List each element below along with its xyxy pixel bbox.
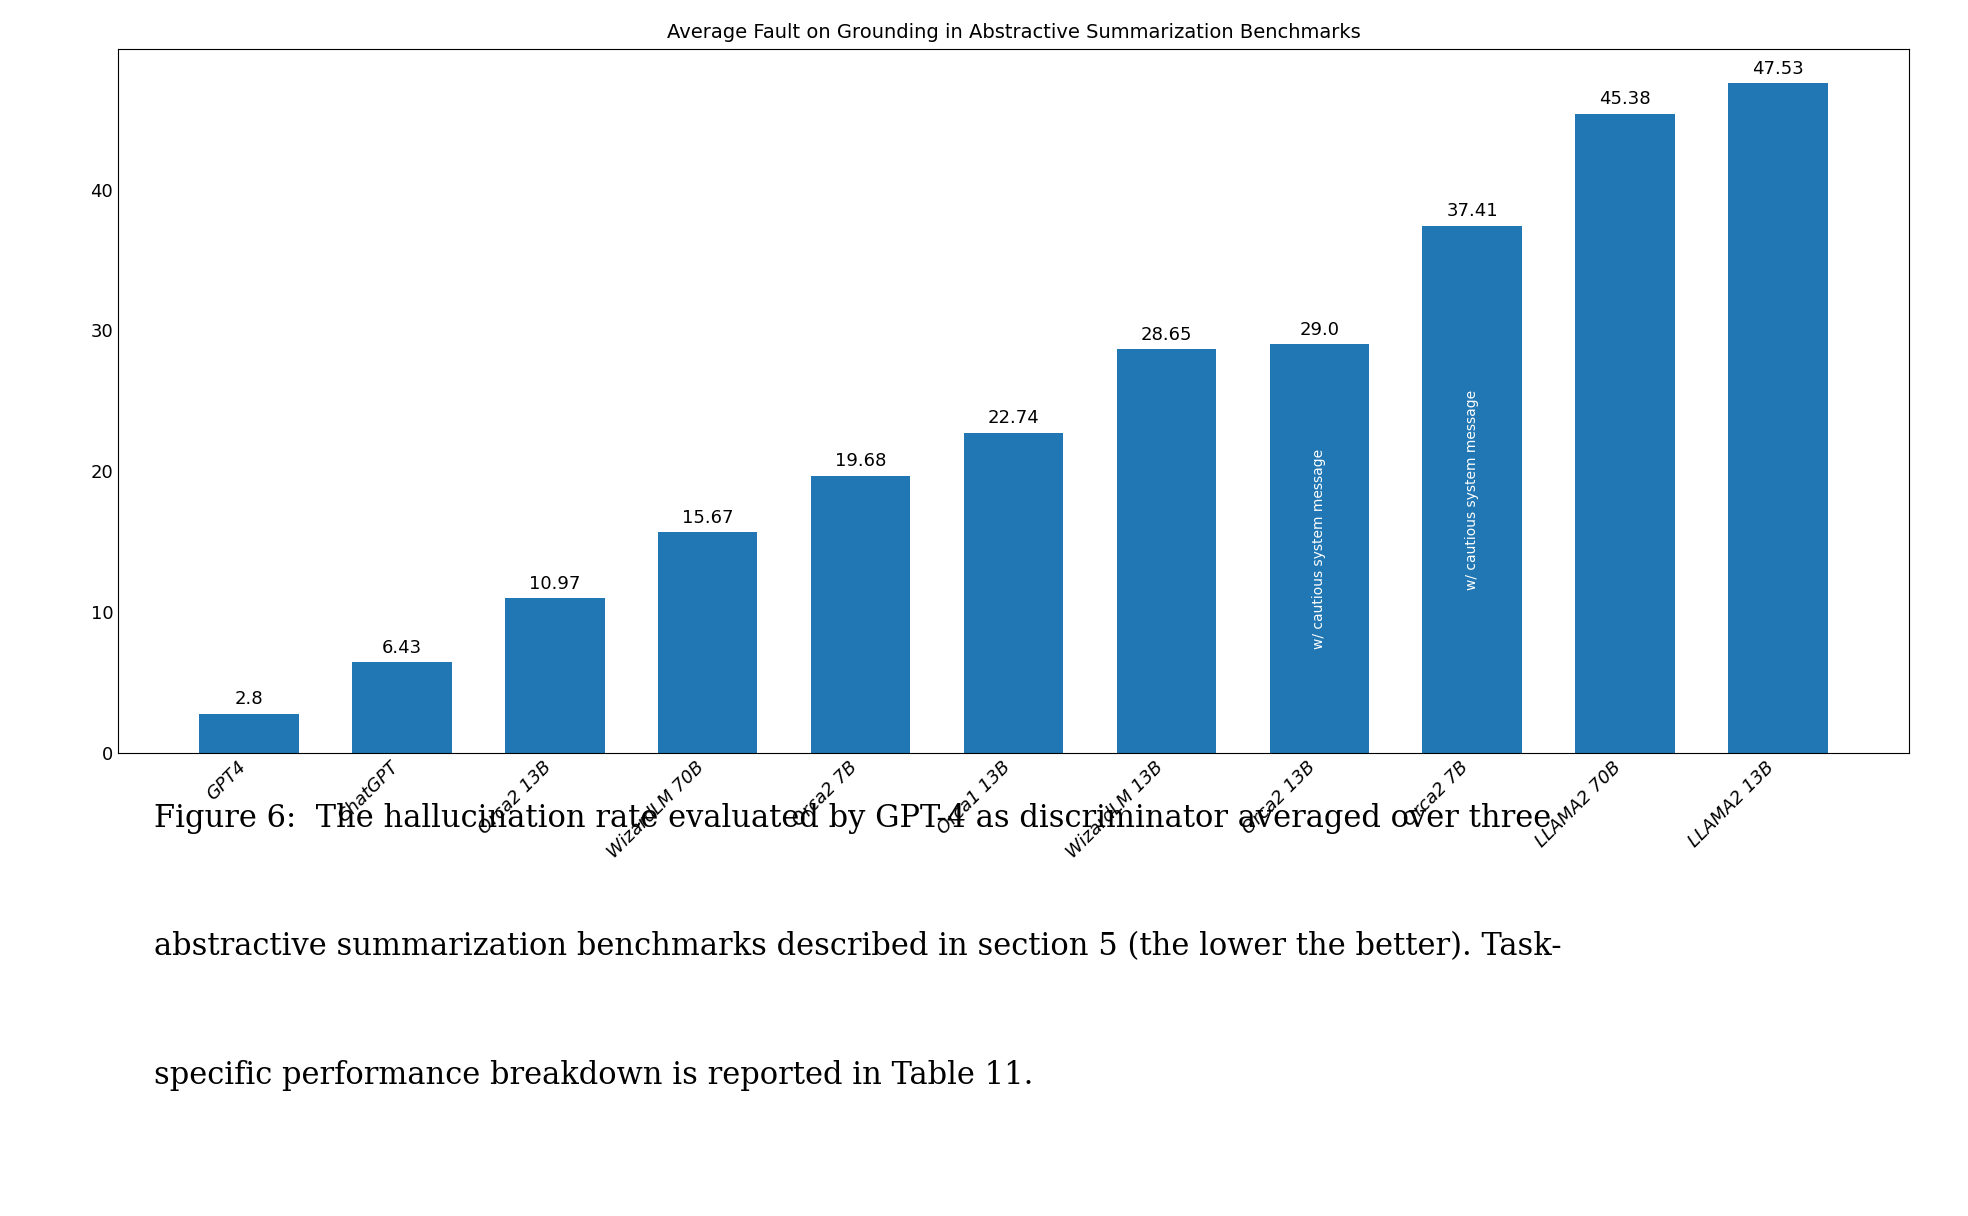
Text: specific performance breakdown is reported in Table 11.: specific performance breakdown is report…: [154, 1059, 1033, 1091]
Bar: [657, 533, 758, 753]
Text: 37.41: 37.41: [1446, 202, 1498, 220]
Bar: [811, 475, 911, 753]
Text: 6.43: 6.43: [382, 638, 421, 657]
Text: 22.74: 22.74: [988, 409, 1039, 427]
Text: 47.53: 47.53: [1752, 60, 1805, 78]
Bar: [1574, 114, 1675, 753]
Text: w/ cautious system message: w/ cautious system message: [1313, 449, 1326, 649]
Text: 29.0: 29.0: [1299, 321, 1340, 339]
Title: Average Fault on Grounding in Abstractive Summarization Benchmarks: Average Fault on Grounding in Abstractiv…: [667, 23, 1360, 41]
Text: 28.65: 28.65: [1141, 326, 1193, 344]
Bar: [1269, 344, 1370, 753]
Text: 45.38: 45.38: [1600, 90, 1651, 108]
Bar: [1116, 349, 1216, 753]
Text: Figure 6:  The hallucination rate evaluated by GPT-4 as discriminator averaged o: Figure 6: The hallucination rate evaluat…: [154, 803, 1551, 834]
Bar: [199, 714, 299, 753]
Text: abstractive summarization benchmarks described in section 5 (the lower the bette: abstractive summarization benchmarks des…: [154, 931, 1561, 962]
Text: 10.97: 10.97: [529, 575, 581, 593]
Bar: [1423, 226, 1521, 753]
Text: 15.67: 15.67: [683, 508, 734, 527]
Bar: [1728, 84, 1828, 753]
Bar: [506, 598, 604, 753]
Bar: [352, 663, 453, 753]
Text: 2.8: 2.8: [234, 689, 264, 708]
Bar: [964, 433, 1063, 753]
Text: 19.68: 19.68: [834, 452, 886, 471]
Text: w/ cautious system message: w/ cautious system message: [1464, 389, 1480, 590]
